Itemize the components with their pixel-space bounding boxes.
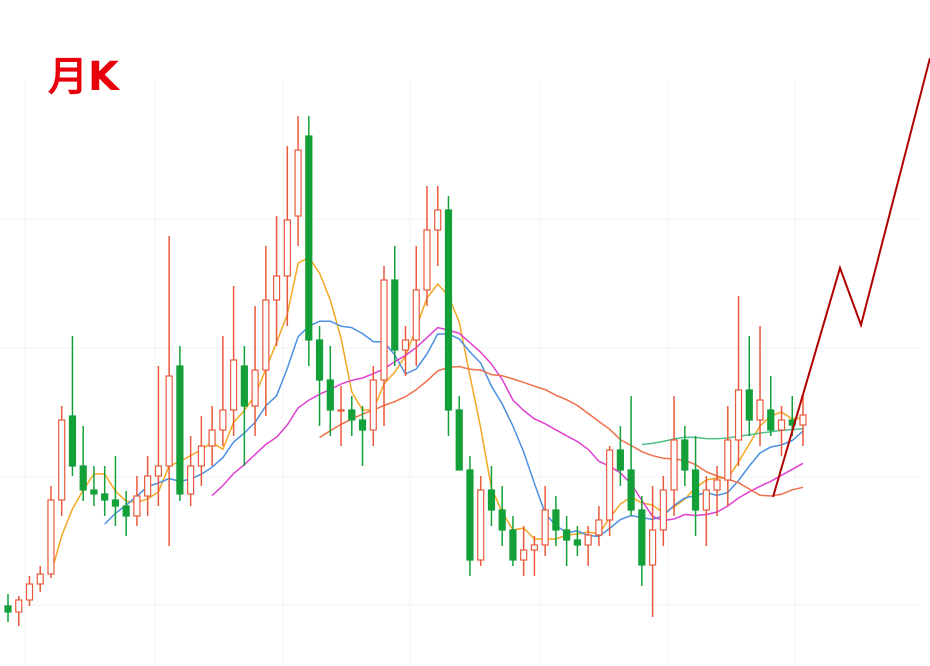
candle-body [477, 489, 485, 561]
candle-body [230, 359, 238, 411]
candle-body [487, 489, 496, 511]
candle-body [272, 275, 281, 301]
candle-body [573, 539, 581, 546]
marks [4, 116, 807, 626]
candle-body [541, 509, 549, 546]
candle-body [401, 339, 410, 351]
candle-body [101, 493, 109, 501]
candle-body [681, 439, 689, 471]
candle-body [380, 279, 388, 381]
candle-body [283, 219, 291, 277]
moving-average [319, 365, 804, 497]
candle-body [552, 509, 560, 531]
candle-body [455, 409, 463, 471]
candle-body [756, 399, 764, 421]
chart-title: 月K [48, 54, 121, 100]
candle-body [90, 489, 98, 495]
candle-body [563, 529, 571, 541]
candle-body [208, 429, 216, 447]
candle-body [595, 519, 603, 536]
candle-body [423, 229, 431, 291]
candle-body [444, 209, 453, 411]
candle-body [670, 439, 678, 491]
candle-body [326, 379, 334, 411]
candle-body [47, 499, 55, 575]
candle-body [133, 495, 141, 517]
candle-body [767, 409, 775, 431]
candle-body [337, 409, 345, 412]
candle-body [627, 469, 635, 511]
candle-body [4, 605, 12, 613]
candle-body [68, 415, 77, 467]
moving-average [641, 427, 804, 446]
candle-body [584, 534, 592, 546]
candle-body [530, 544, 539, 551]
candle-body [79, 465, 87, 491]
moving-average [211, 326, 804, 522]
candle-body [777, 419, 786, 431]
candle-body [176, 365, 184, 495]
candle-body [702, 489, 710, 511]
candle-body [724, 439, 732, 481]
candle-body [691, 469, 700, 511]
candle-body [154, 465, 163, 477]
candle-body [659, 489, 667, 531]
candle-body [434, 209, 442, 231]
candle-body [122, 505, 130, 517]
candle-body [219, 409, 227, 431]
grid [0, 80, 920, 666]
candle-body [240, 365, 248, 407]
candle-body [412, 289, 420, 341]
candle-body [262, 299, 270, 371]
candle-body [358, 419, 367, 431]
candle-body [466, 469, 474, 561]
candle-body [294, 149, 302, 217]
candle-body [144, 475, 152, 497]
candle-body [25, 583, 34, 601]
candle-body [369, 379, 377, 431]
candle-body [251, 369, 259, 407]
candle-body [165, 375, 173, 467]
candle-body [713, 479, 721, 491]
candle-body [305, 135, 313, 341]
candle-body [616, 449, 624, 471]
candle-body [520, 549, 528, 561]
candle-body [648, 529, 657, 566]
candle-body [745, 389, 753, 421]
candle-body [799, 414, 807, 426]
candle-body [391, 279, 399, 351]
candle-body [315, 339, 324, 381]
candle-body [606, 449, 614, 521]
candle-body [734, 389, 743, 441]
moving-average [104, 320, 804, 538]
candle-body [197, 445, 205, 467]
candle-body [638, 509, 646, 566]
candle-body [348, 409, 356, 421]
candle-body [111, 499, 120, 507]
projection-arrow [772, 57, 930, 498]
candle-body [58, 419, 66, 501]
candle-body [498, 509, 506, 531]
candle-body [15, 599, 23, 613]
candle-body [509, 529, 517, 561]
candle-body [36, 573, 44, 585]
candle-body [187, 465, 195, 495]
